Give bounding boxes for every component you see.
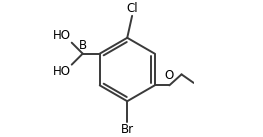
Text: HO: HO bbox=[53, 29, 70, 42]
Text: Cl: Cl bbox=[126, 2, 138, 15]
Text: B: B bbox=[79, 39, 87, 52]
Text: O: O bbox=[165, 69, 174, 82]
Text: HO: HO bbox=[53, 65, 70, 78]
Text: Br: Br bbox=[121, 123, 134, 136]
